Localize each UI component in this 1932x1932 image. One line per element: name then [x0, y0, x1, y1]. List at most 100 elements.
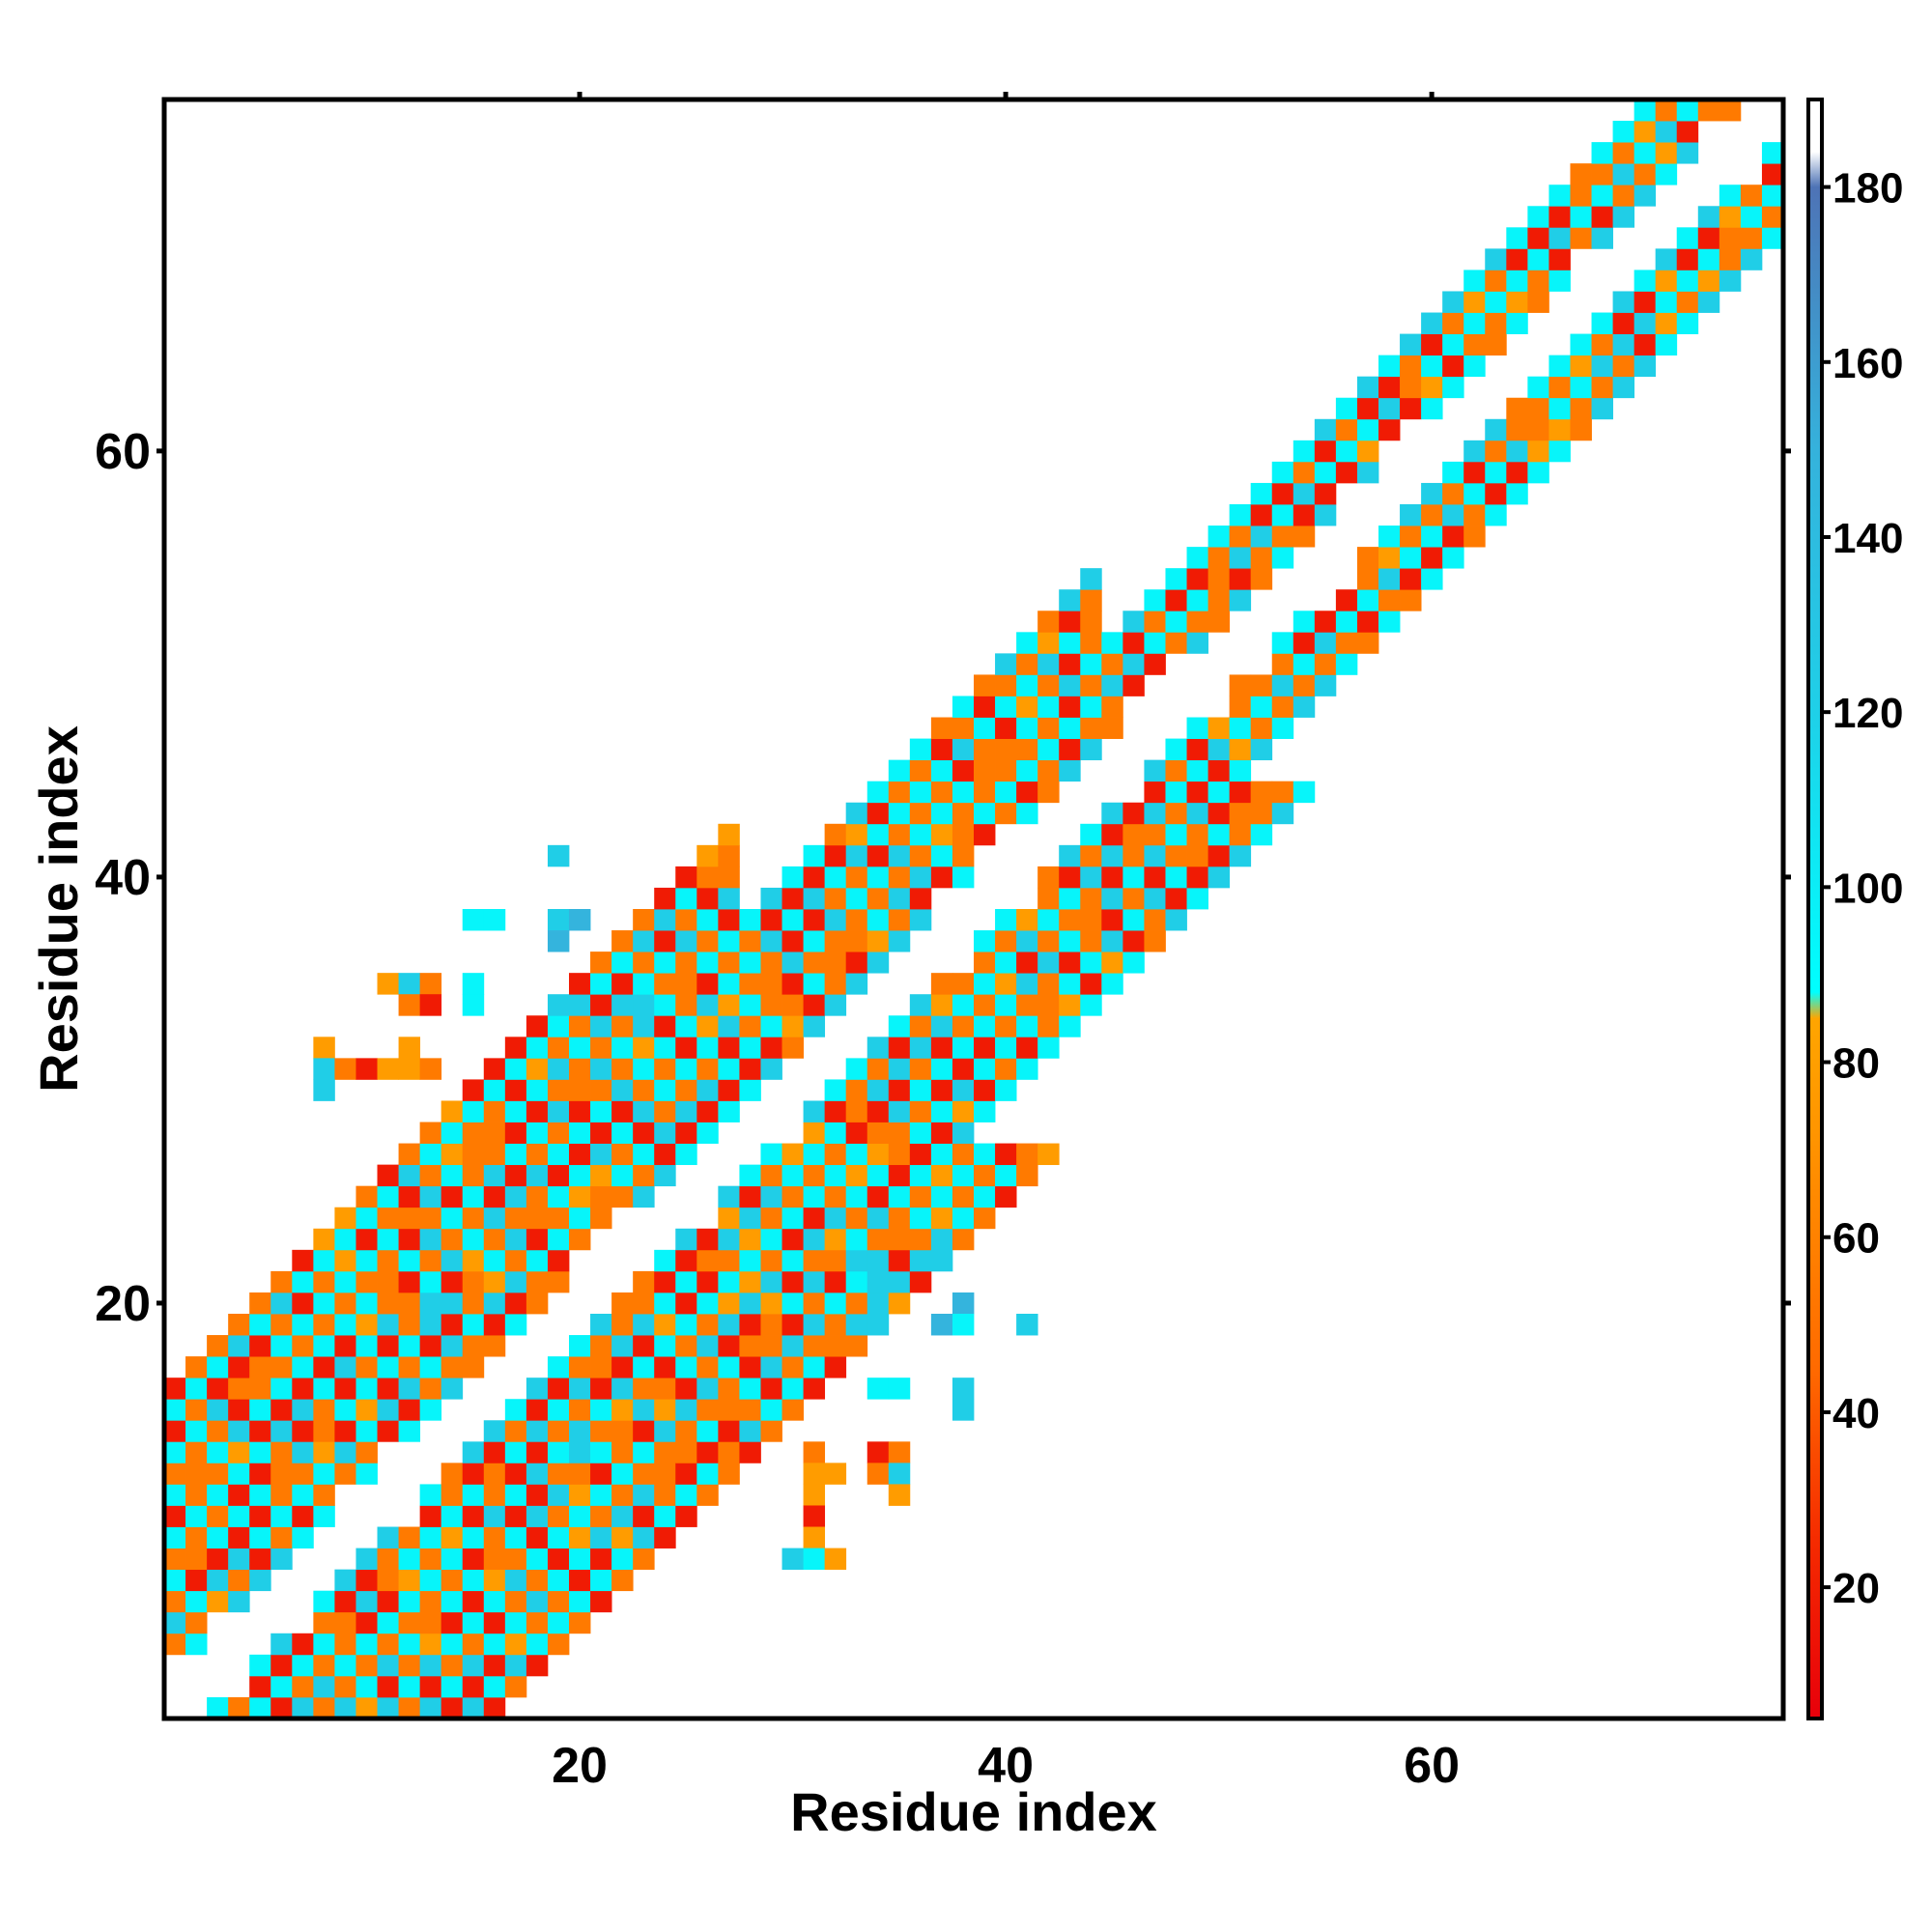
heatmap-cell	[270, 1378, 293, 1400]
heatmap-cell	[1059, 674, 1081, 696]
heatmap-cell	[547, 1015, 570, 1037]
heatmap-cell	[334, 1314, 356, 1336]
heatmap-cell	[1655, 121, 1678, 143]
heatmap-cell	[781, 1015, 804, 1037]
heatmap-cell	[270, 1399, 293, 1421]
heatmap-cell	[781, 1335, 804, 1357]
heatmap-cell	[696, 1399, 719, 1421]
heatmap-cell	[462, 1314, 485, 1336]
heatmap-cell	[803, 1484, 826, 1506]
heatmap-cell	[696, 844, 719, 867]
heatmap-cell	[1612, 312, 1635, 334]
heatmap-cell	[398, 1548, 421, 1571]
heatmap-cell	[824, 1164, 847, 1187]
heatmap-cell	[974, 930, 996, 952]
heatmap-cell	[1506, 397, 1528, 420]
heatmap-cell	[760, 1335, 782, 1357]
heatmap-cell	[419, 1484, 442, 1506]
heatmap-cell	[1634, 291, 1657, 313]
heatmap-cell	[1463, 333, 1486, 356]
heatmap-cell	[1122, 802, 1145, 825]
heatmap-cell	[909, 781, 932, 804]
heatmap-cell	[355, 1463, 378, 1485]
heatmap-cell	[1293, 461, 1316, 484]
heatmap-cell	[334, 1356, 356, 1378]
heatmap-cell	[1442, 355, 1464, 378]
heatmap-cell	[675, 1463, 697, 1485]
heatmap-cell	[611, 952, 634, 974]
heatmap-cell	[930, 1100, 953, 1122]
heatmap-cell	[1271, 653, 1294, 675]
heatmap-cell	[824, 844, 847, 867]
heatmap-cell	[974, 994, 996, 1016]
heatmap-cell	[547, 994, 570, 1016]
heatmap-cell	[888, 887, 911, 910]
heatmap-cell	[590, 1314, 612, 1336]
heatmap-cell	[462, 1675, 485, 1698]
heatmap-cell	[739, 1228, 761, 1251]
heatmap-cell	[760, 1378, 782, 1400]
heatmap-cell	[696, 1015, 719, 1037]
heatmap-cell	[1165, 632, 1187, 654]
heatmap-cell	[1527, 397, 1549, 420]
heatmap-cell	[803, 1463, 826, 1485]
heatmap-cell	[207, 1696, 229, 1719]
heatmap-cell	[930, 994, 953, 1016]
heatmap-cell	[569, 1463, 591, 1485]
heatmap-cell	[1421, 526, 1443, 548]
heatmap-cell	[398, 1378, 421, 1400]
heatmap-cell	[1122, 653, 1145, 675]
heatmap-cell	[569, 1143, 591, 1166]
heatmap-cell	[440, 1611, 464, 1634]
heatmap-cell	[845, 973, 868, 995]
heatmap-cell	[1037, 738, 1060, 761]
heatmap-cell	[1293, 674, 1316, 696]
x-axis-ticks: 20 40 60	[552, 92, 1460, 1794]
heatmap-cell	[569, 1505, 591, 1527]
heatmap-cell	[1229, 696, 1252, 718]
heatmap-cell	[334, 1696, 356, 1719]
heatmap-cell	[675, 1058, 697, 1080]
heatmap-cell	[1144, 759, 1166, 782]
heatmap-cell	[1080, 866, 1102, 889]
heatmap-cell	[249, 1548, 271, 1571]
heatmap-cell	[952, 717, 975, 739]
heatmap-cell	[1229, 568, 1252, 590]
colorbar-tick-label: 60	[1833, 1215, 1880, 1263]
heatmap-cell	[974, 1143, 996, 1166]
heatmap-cell	[995, 1037, 1017, 1059]
heatmap-cell	[1016, 1143, 1038, 1166]
heatmap-cell	[355, 1058, 378, 1080]
heatmap-cell	[526, 1378, 549, 1400]
heatmap-cell	[739, 1335, 761, 1357]
heatmap-cell	[952, 696, 975, 718]
heatmap-cell	[1527, 376, 1549, 399]
heatmap-cell	[504, 1314, 527, 1336]
heatmap-cell	[1634, 333, 1657, 356]
heatmap-cell	[952, 1037, 975, 1059]
heatmap-cell	[569, 1335, 591, 1357]
heatmap-cell	[1059, 589, 1081, 611]
heatmap-cell	[1655, 248, 1678, 270]
heatmap-cell	[1612, 121, 1635, 143]
heatmap-cell	[611, 1037, 634, 1059]
heatmap-cell	[1037, 674, 1060, 696]
colorbar-tick-label: 100	[1833, 865, 1903, 912]
heatmap-cell	[1356, 418, 1379, 441]
heatmap-cell	[483, 1292, 506, 1315]
heatmap-cell	[377, 1335, 399, 1357]
heatmap-cell	[1080, 823, 1102, 846]
heatmap-cell	[718, 994, 740, 1016]
heatmap-cell	[718, 909, 740, 931]
heatmap-cell	[696, 866, 719, 889]
heatmap-cell	[1229, 589, 1252, 611]
heatmap-cell	[1356, 632, 1379, 654]
heatmap-cell	[228, 1441, 250, 1463]
heatmap-cell	[824, 1079, 847, 1101]
heatmap-cell	[1186, 717, 1208, 739]
heatmap-cell	[718, 887, 740, 910]
heatmap-cell	[1442, 461, 1464, 484]
heatmap-cell	[462, 1207, 485, 1230]
heatmap-cell	[633, 1548, 655, 1571]
heatmap-cell	[1335, 461, 1358, 484]
